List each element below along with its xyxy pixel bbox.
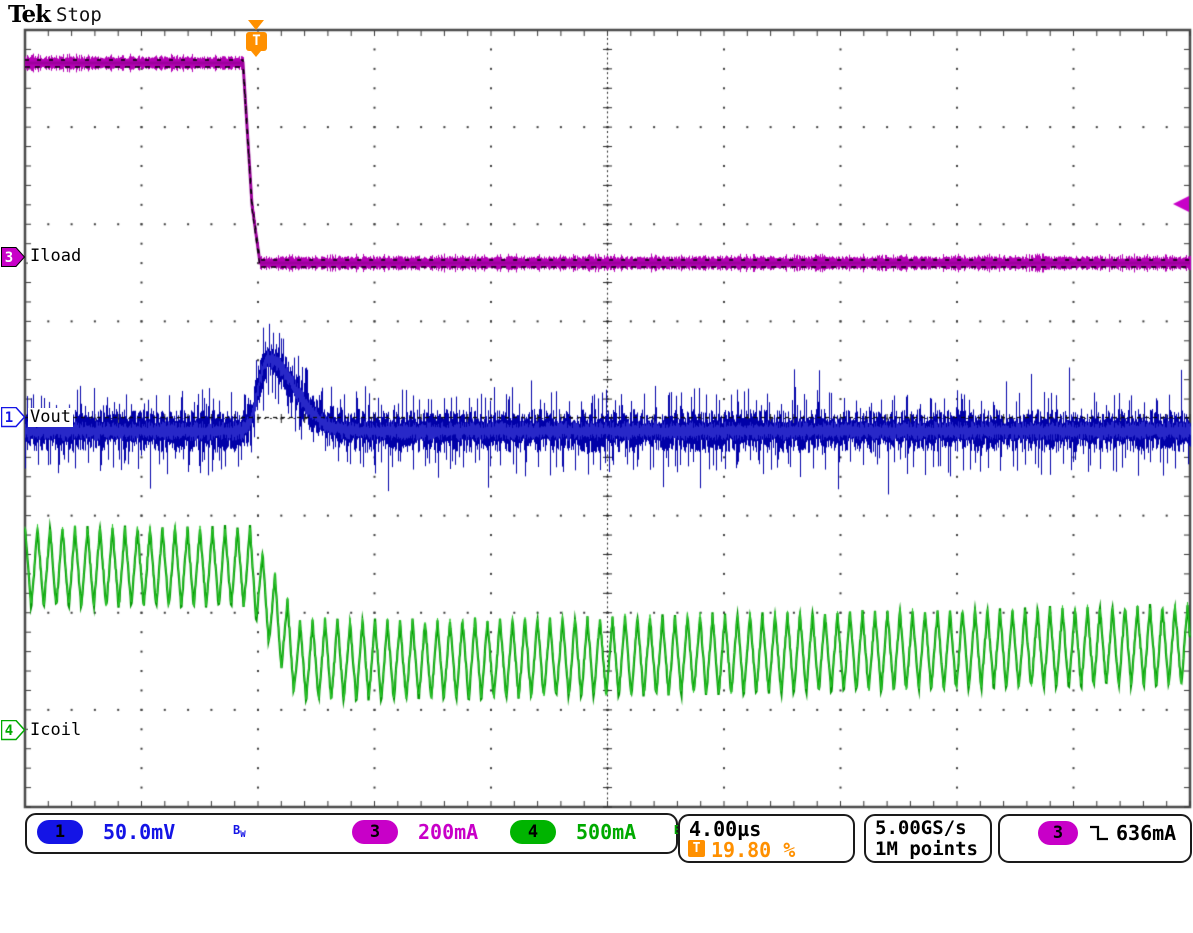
ch1-bandwidth-icon: BW [233, 823, 246, 840]
ch4-label: Icoil [28, 720, 84, 740]
trigger-source-oval: 3 [1038, 821, 1078, 845]
ch1-channel-oval: 1 [37, 820, 83, 844]
trigger-t-chip-icon: T [688, 840, 705, 857]
ch1-position-badge: 1 [1, 407, 26, 428]
ch3-scale-readout: 200mA [418, 820, 479, 844]
trigger-position-arrow-icon [248, 20, 264, 30]
trigger-readout-box: 3 636mA [998, 814, 1192, 863]
svg-text:3: 3 [5, 250, 13, 266]
svg-text:1: 1 [5, 410, 13, 426]
trigger-position-readout: 19.80 % [711, 838, 796, 862]
sample-rate-readout: 5.00GS/s [875, 817, 967, 839]
vertical-scales-readout-box: 1 50.0mV BW 3 200mA BW 4 500mA BW [25, 813, 687, 854]
ch4-scale-readout: 500mA [576, 820, 637, 844]
trigger-level-readout: 636mA [1116, 821, 1177, 845]
acquisition-state: Stop [56, 4, 102, 26]
ch3-label: Iload [28, 246, 84, 266]
timebase-readout: 4.00µs [689, 817, 762, 841]
timebase-readout-box: 4.00µs T 19.80 % [678, 814, 855, 863]
ch4-position-badge: 4 [1, 720, 26, 741]
ch1-scale-readout: 50.0mV [103, 820, 176, 844]
svg-text:4: 4 [5, 723, 13, 739]
trigger-position-flag-tail [251, 51, 261, 57]
acquisition-readout-box: 5.00GS/s 1M points [864, 814, 992, 863]
trigger-position-flag-icon: T [246, 32, 267, 51]
ch4-channel-oval: 4 [510, 820, 556, 844]
ch1-label: Vout [28, 407, 73, 427]
ch3-position-badge: 3 [1, 247, 26, 267]
falling-edge-icon [1090, 825, 1108, 841]
tek-logo: Tek [8, 1, 51, 28]
ch3-channel-oval: 3 [352, 820, 398, 844]
record-length-readout: 1M points [875, 838, 978, 860]
